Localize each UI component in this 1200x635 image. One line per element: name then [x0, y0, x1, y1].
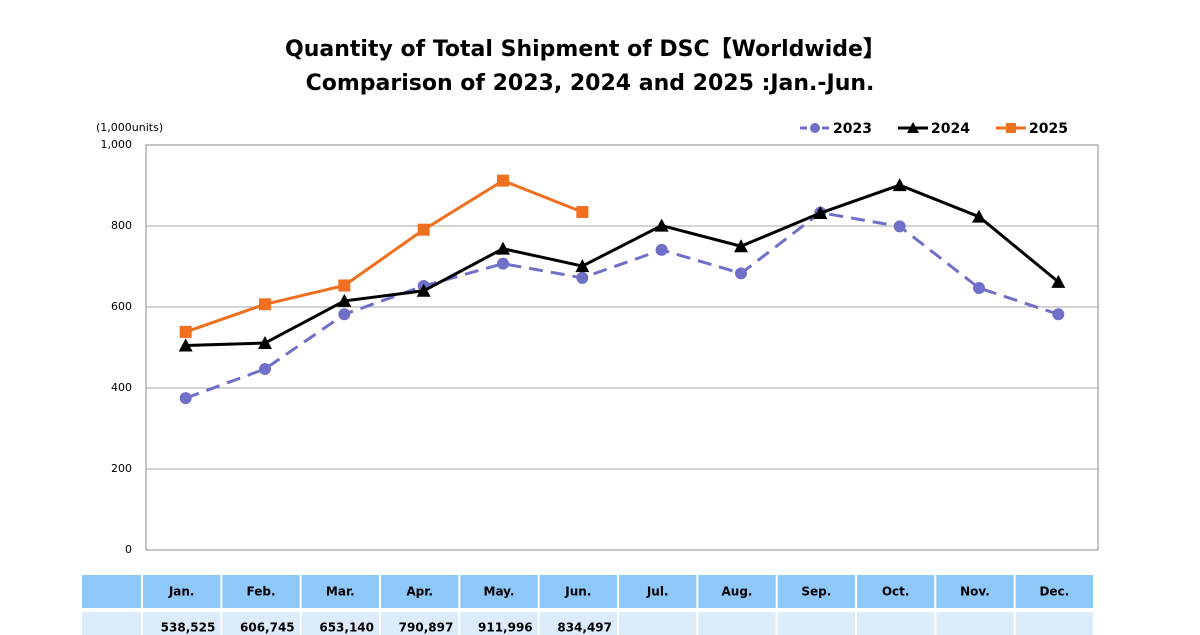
table-header-label: Jun.: [564, 585, 591, 599]
point: [178, 338, 193, 352]
table-value-cell: [936, 612, 1014, 635]
table-header-label: Nov.: [960, 585, 990, 599]
y-tick-label: 400: [111, 381, 132, 394]
point: [179, 392, 192, 405]
table-corner: [82, 612, 141, 635]
table-value-cell: [539, 612, 617, 635]
point: [576, 271, 589, 284]
point: [1051, 274, 1066, 288]
table-header-cell: [936, 575, 1014, 608]
series-line: [185, 211, 1059, 400]
table-value-label: 653,140: [319, 621, 374, 635]
point: [497, 257, 509, 270]
point: [338, 308, 351, 321]
point: [337, 293, 352, 307]
legend-label: 2023: [833, 121, 872, 137]
y-tick-label: 0: [125, 543, 132, 556]
point: [1052, 308, 1065, 321]
table-header-label: Feb.: [247, 585, 276, 599]
table-header-cell: [143, 575, 221, 608]
table-header-cell: [777, 575, 855, 608]
point: [735, 267, 747, 280]
table-value-cell: [698, 612, 776, 635]
point: [338, 279, 351, 292]
point: [810, 123, 820, 133]
table-value-cell: [777, 612, 855, 635]
table-header-label: Mar.: [326, 585, 355, 599]
table-header-cell: [301, 575, 379, 608]
point: [258, 336, 272, 350]
point: [654, 218, 669, 232]
point: [907, 122, 919, 133]
table-header-cell: [698, 575, 776, 608]
table-value-label: 538,525: [161, 621, 216, 635]
point: [259, 298, 271, 311]
table-header-label: Jan.: [168, 585, 195, 599]
legend-label: 2025: [1029, 121, 1068, 137]
table-value-cell: [222, 612, 300, 635]
table-header-cell: [381, 575, 459, 608]
table-value-label: 911,996: [478, 621, 533, 635]
chart-subtitle: Comparison of 2023, 2024 and 2025 :Jan.-…: [306, 71, 875, 96]
y-axis-label: (1,000units): [96, 121, 163, 134]
point: [416, 283, 431, 297]
table-value-cell: [1015, 612, 1093, 635]
table-corner: [82, 575, 141, 608]
table-header-label: Sep.: [801, 585, 831, 599]
point: [576, 206, 589, 219]
point: [655, 243, 668, 256]
series-line: [185, 183, 1060, 347]
table-header-label: Apr.: [406, 585, 433, 599]
table-header-cell: [1015, 575, 1093, 608]
table-header-label: Aug.: [722, 585, 753, 599]
table-header-cell: [619, 575, 697, 608]
table-header-cell: [539, 575, 617, 608]
point: [575, 259, 590, 273]
table-value-cell: [619, 612, 697, 635]
table-value-cell: [301, 612, 379, 635]
y-tick-label: 1,000: [101, 138, 133, 151]
point: [417, 223, 430, 236]
table-value-cell: [460, 612, 538, 635]
table-header-cell: [460, 575, 538, 608]
point: [972, 209, 986, 223]
point: [892, 178, 907, 192]
table-header-cell: [857, 575, 935, 608]
table-value-label: 790,897: [399, 621, 454, 635]
plot-border: [145, 144, 1099, 551]
legend-label: 2024: [931, 121, 970, 137]
table-value-label: 834,497: [557, 621, 612, 635]
table-header-label: Dec.: [1039, 585, 1069, 599]
table-header-label: Jul.: [646, 585, 669, 599]
y-tick-label: 200: [111, 462, 132, 475]
table-value-cell: [857, 612, 935, 635]
point: [1006, 123, 1016, 133]
point: [497, 174, 509, 187]
table-header-cell: [222, 575, 300, 608]
point: [813, 206, 828, 220]
table-header-label: May.: [484, 585, 515, 599]
point: [734, 239, 748, 253]
series-line: [185, 178, 583, 334]
point: [973, 281, 985, 294]
table-value-cell: [381, 612, 459, 635]
y-tick-label: 600: [111, 300, 132, 313]
point: [496, 241, 510, 255]
table-header-label: Oct.: [882, 585, 910, 599]
y-tick-label: 800: [111, 219, 132, 232]
table-value-cell: [143, 612, 221, 635]
point: [893, 220, 906, 233]
chart-title: Quantity of Total Shipment of DSC【Worldw…: [285, 37, 885, 62]
point: [179, 325, 192, 338]
point: [259, 362, 271, 375]
table-value-label: 606,745: [240, 621, 295, 635]
